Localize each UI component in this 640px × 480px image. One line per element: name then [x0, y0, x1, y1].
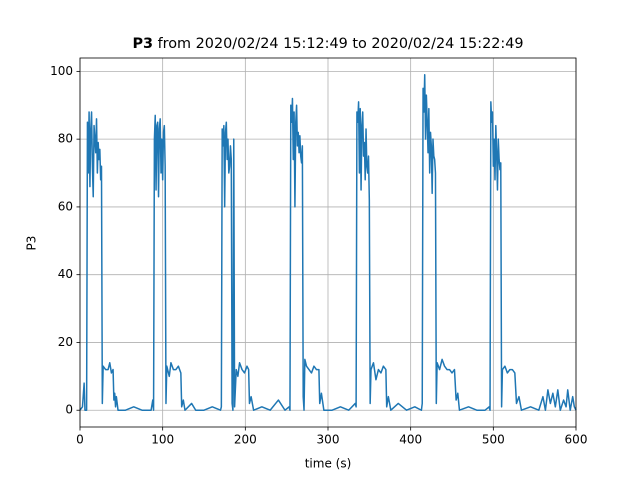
x-tick-label: 0: [76, 433, 84, 447]
x-tick-label: 300: [317, 433, 340, 447]
y-tick-label: 0: [65, 403, 73, 417]
y-axis-label: P3: [25, 236, 39, 251]
x-tick-label: 200: [234, 433, 257, 447]
y-tick-label: 20: [58, 335, 73, 349]
x-tick-label: 500: [482, 433, 505, 447]
chart-title: P3 from 2020/02/24 15:12:49 to 2020/02/2…: [132, 36, 523, 52]
x-axis-label: time (s): [305, 457, 352, 471]
title-rest: from 2020/02/24 15:12:49 to 2020/02/24 1…: [158, 36, 524, 52]
title-bold: P3: [132, 36, 153, 52]
plot-layer: [79, 74, 577, 411]
data-line: [79, 74, 577, 411]
x-tick-label: 400: [399, 433, 422, 447]
y-tick-label: 60: [58, 199, 73, 213]
y-tick-label: 100: [50, 64, 73, 78]
y-tick-label: 80: [58, 132, 73, 146]
y-tick-label: 40: [58, 267, 73, 281]
x-tick-label: 600: [565, 433, 588, 447]
x-tick-label: 100: [151, 433, 174, 447]
